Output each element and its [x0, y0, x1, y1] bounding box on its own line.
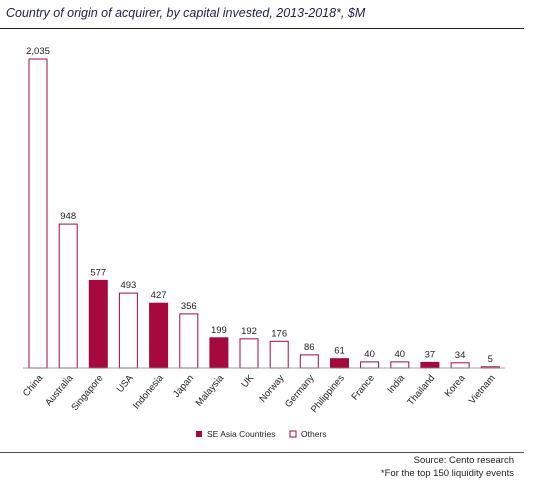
- value-labels-layer: 2,035 948 577 493 427 356 199 192 176 86 61 40 40 37 3…: [26, 46, 493, 365]
- footnote: *For the top 150 liquidity events: [380, 468, 514, 479]
- chart-title: Country of origin of acquirer, by capita…: [6, 6, 366, 20]
- value-label-usa: 493: [120, 280, 136, 291]
- bar-malaysia: [209, 337, 229, 369]
- value-label-thailand: 37: [425, 349, 436, 360]
- x-tick-label-france: France: [349, 373, 376, 403]
- value-label-germany: 86: [304, 342, 315, 353]
- bar-singapore: [88, 279, 108, 369]
- bar-chart: 2,035 948 577 493 427 356 199 192 176 86 61 40 40 37 3…: [21, 46, 506, 439]
- value-label-japan: 356: [181, 301, 197, 312]
- bar-indonesia: [149, 302, 169, 369]
- legend: SE Asia Countries Others: [196, 429, 327, 439]
- value-label-philippines: 61: [334, 346, 345, 357]
- value-label-norway: 176: [271, 328, 287, 339]
- bar-india: [390, 361, 410, 369]
- legend-swatch-others: [289, 430, 297, 438]
- value-label-korea: 34: [455, 350, 466, 361]
- x-tick-label-usa: USA: [115, 372, 136, 395]
- value-label-india: 40: [395, 349, 406, 360]
- value-label-australia: 948: [60, 211, 76, 222]
- value-label-indonesia: 427: [151, 290, 167, 301]
- title-divider: [0, 28, 524, 29]
- x-tick-label-vietnam: Vietnam: [467, 373, 498, 407]
- bar-japan: [179, 313, 199, 369]
- value-label-vietnam: 5: [488, 354, 493, 365]
- bar-usa: [118, 292, 138, 369]
- bar-korea: [450, 362, 470, 369]
- x-tick-label-norway: Norway: [257, 373, 286, 405]
- x-tick-label-singapore: Singapore: [69, 373, 105, 413]
- bar-france: [360, 361, 380, 369]
- x-tick-label-korea: Korea: [443, 372, 468, 399]
- bar-thailand: [420, 361, 440, 369]
- x-tick-label-india: India: [385, 372, 407, 395]
- x-tick-label-thailand: Thailand: [405, 373, 437, 408]
- value-label-china: 2,035: [26, 46, 50, 57]
- value-label-malaysia: 199: [211, 325, 227, 336]
- footer-divider: [0, 452, 524, 453]
- x-tick-label-japan: Japan: [171, 373, 196, 400]
- bars-layer: [28, 58, 500, 369]
- x-tick-label-indonesia: Indonesia: [131, 372, 166, 411]
- legend-label-se-asia: SE Asia Countries: [207, 429, 276, 439]
- x-tick-label-malaysia: Malaysia: [194, 372, 227, 408]
- bar-germany: [299, 354, 319, 369]
- value-label-uk: 192: [241, 326, 257, 337]
- value-label-france: 40: [364, 349, 375, 360]
- bar-norway: [269, 340, 289, 369]
- value-label-singapore: 577: [90, 267, 106, 278]
- source-note: Source: Cento research: [413, 455, 514, 466]
- bar-china: [28, 58, 48, 369]
- bar-australia: [58, 223, 78, 369]
- bar-philippines: [330, 358, 349, 369]
- bar-uk: [239, 338, 259, 369]
- x-tick-label-uk: UK: [239, 372, 256, 390]
- legend-swatch-se-asia: [196, 431, 202, 437]
- legend-label-others: Others: [301, 429, 327, 439]
- x-tick-label-china: China: [21, 372, 46, 399]
